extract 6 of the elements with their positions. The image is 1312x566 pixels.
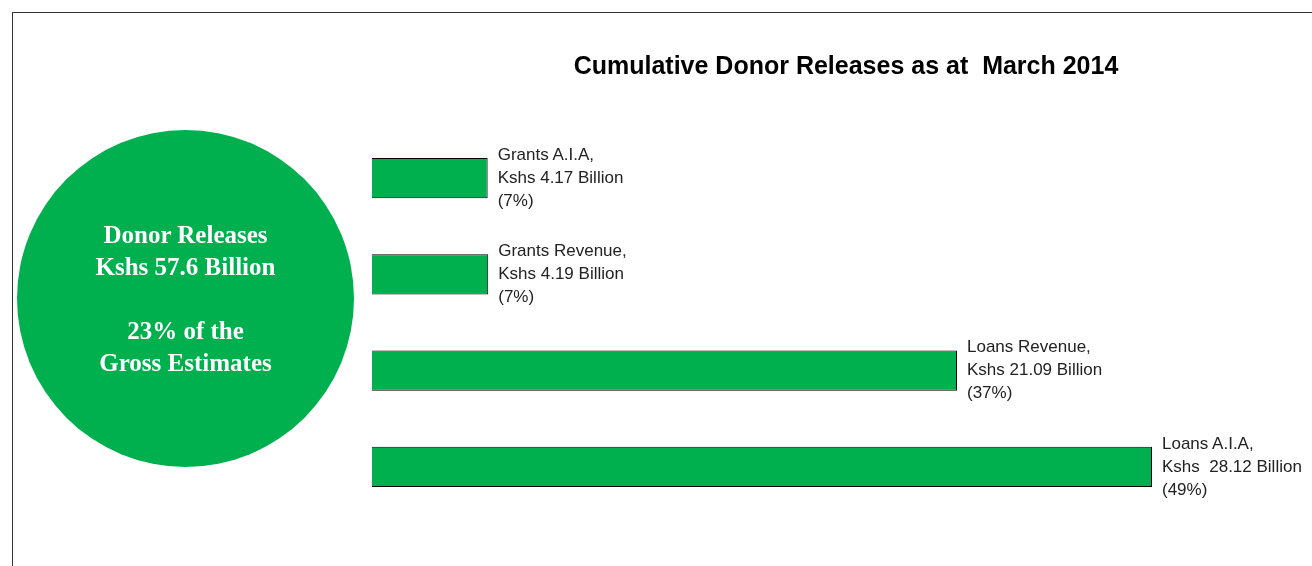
data-label: Loans Revenue, Kshs 21.09 Billion (37%): [967, 337, 1103, 403]
circle-badge: Donor Releases Kshs 57.6 Billion 23% of the Gross Estimates: [17, 130, 354, 467]
data-label: Grants A.I.A, Kshs 4.17 Billion (7%): [497, 144, 624, 210]
data-label: Loans A.I.A, Kshs 28.12 Billion (49%): [1162, 433, 1302, 499]
data-label: Grants Revenue, Kshs 4.19 Billion (7%): [498, 241, 627, 307]
chart-title: Cumulative Donor Releases as at March 2014: [573, 50, 1119, 79]
